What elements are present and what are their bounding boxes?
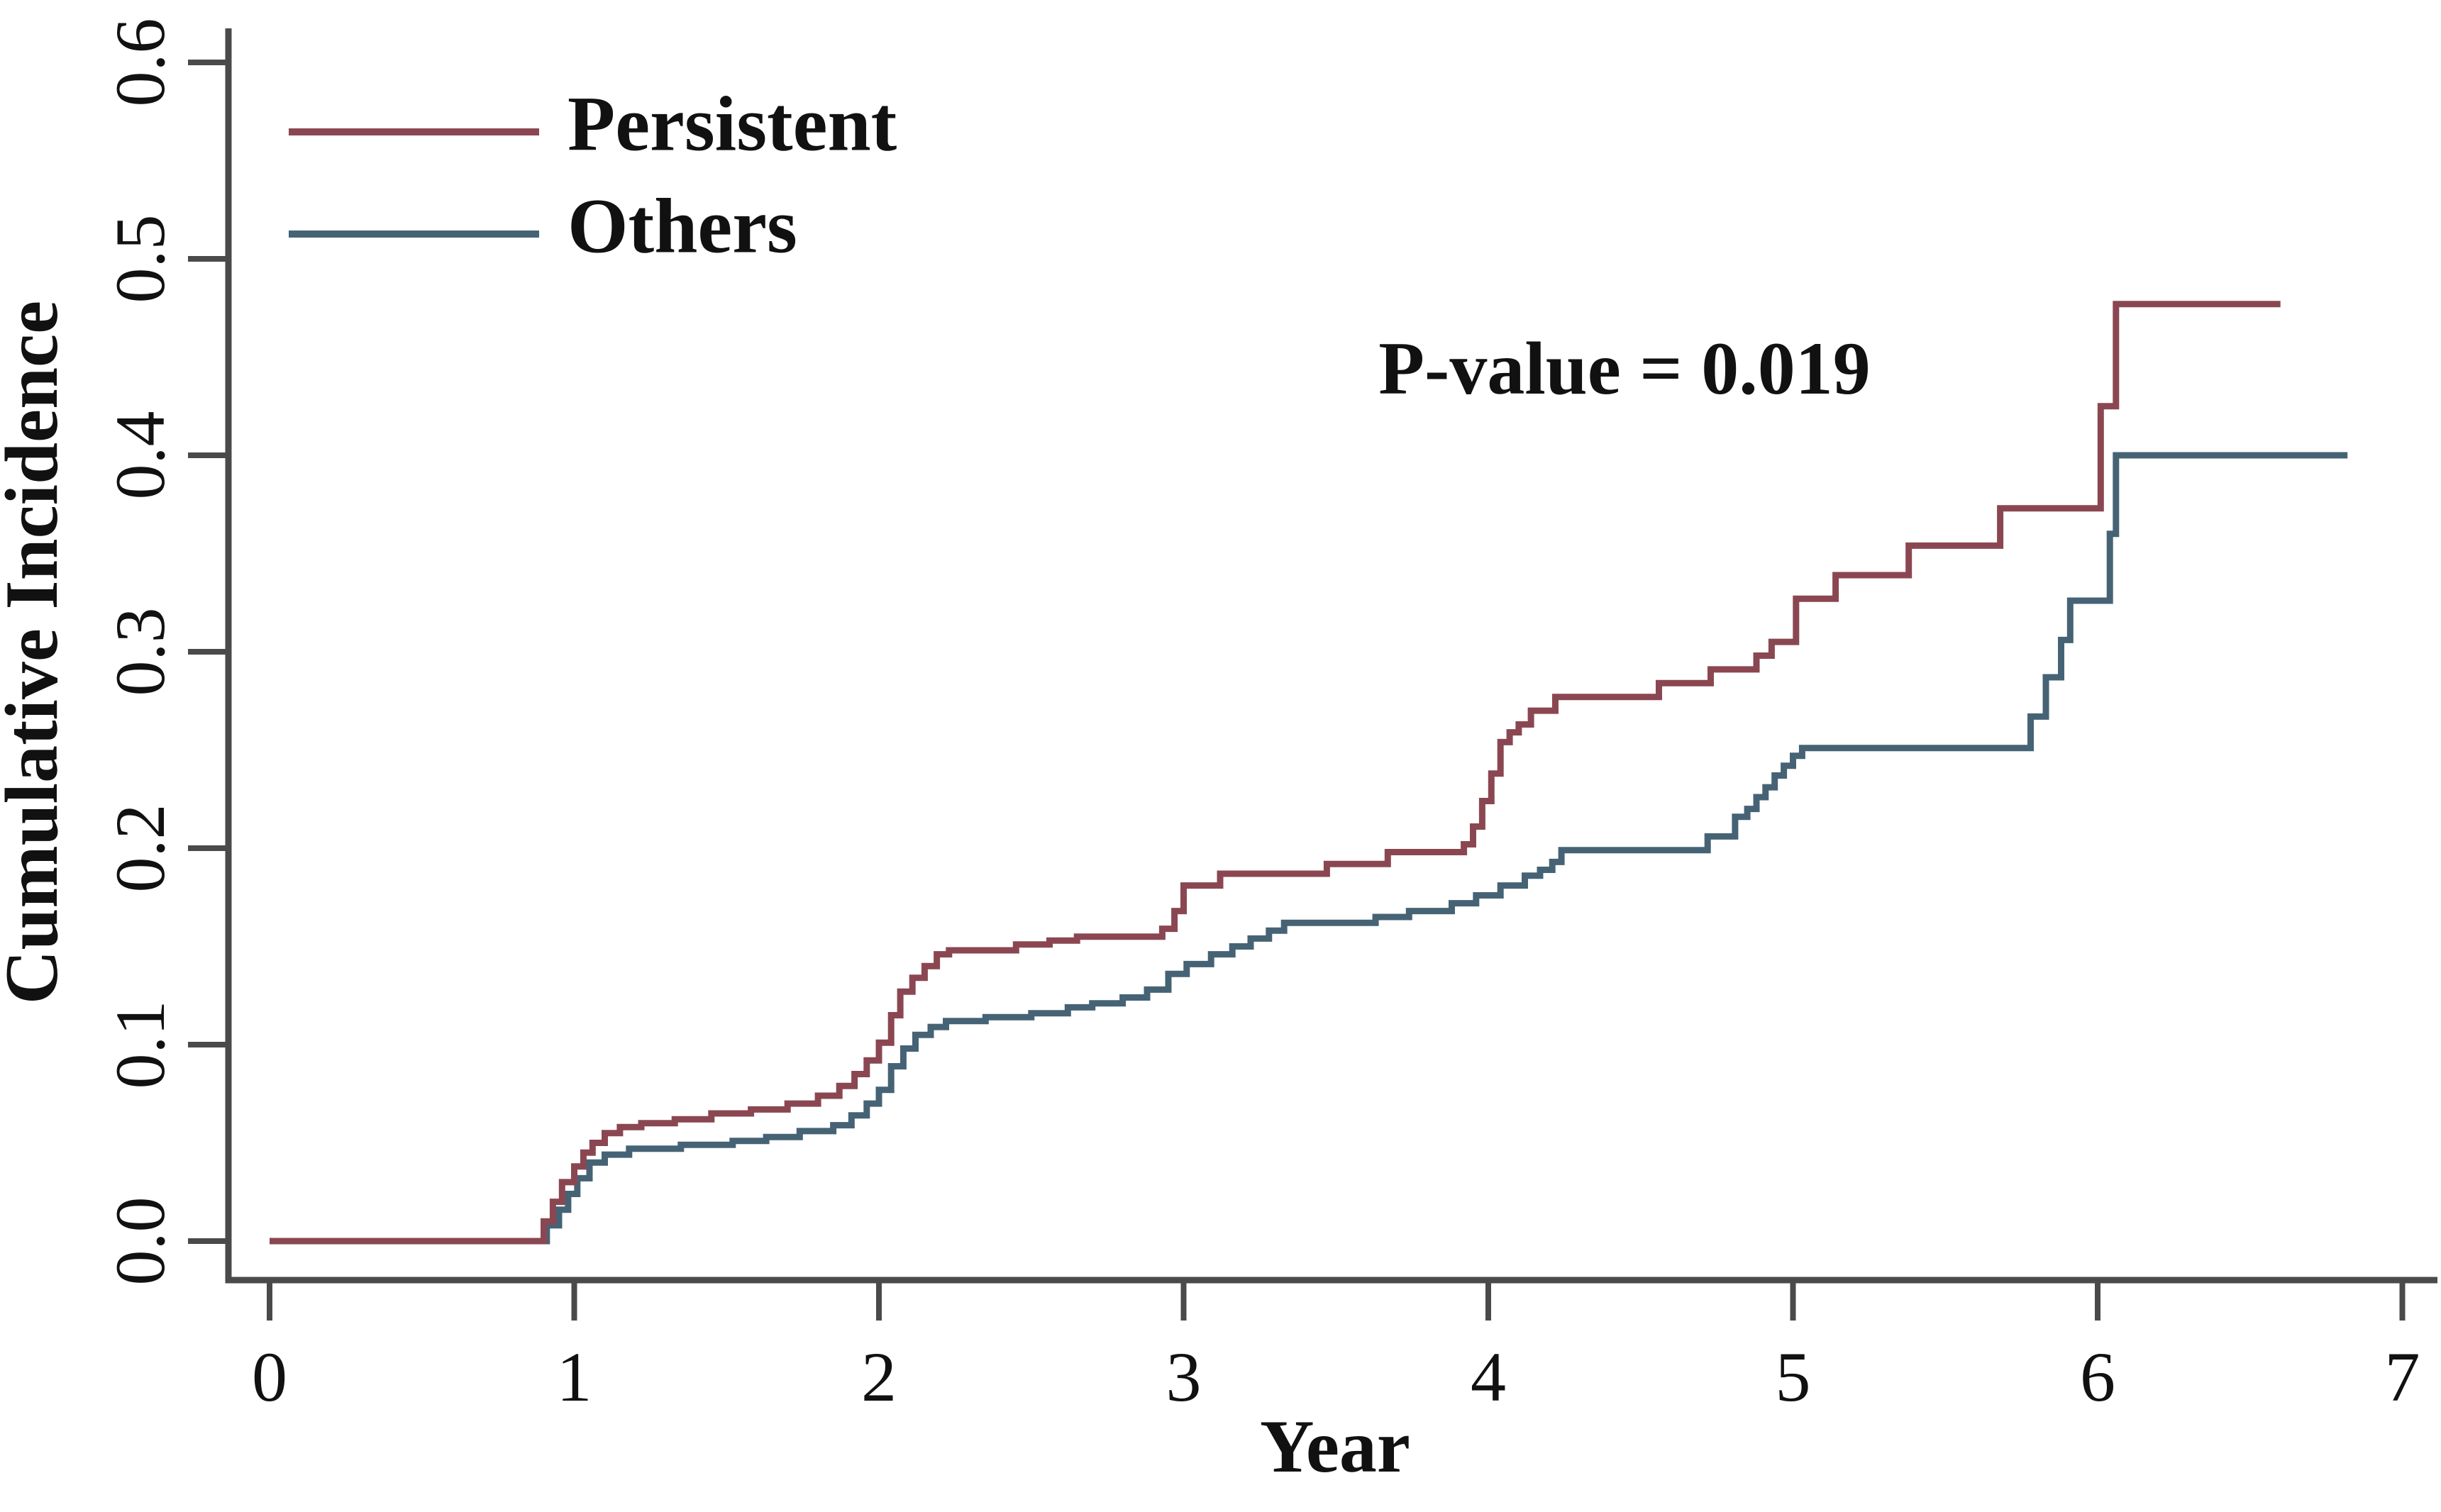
legend-persistent-label: Persistent [568,80,897,167]
y-tick-label: 0.1 [101,1001,179,1089]
x-tick-label: 5 [1776,1338,1811,1416]
x-tick-label: 6 [2080,1338,2115,1416]
x-tick-label: 2 [861,1338,897,1416]
others-curve [270,452,2348,1245]
y-tick-label: 0.2 [101,804,179,893]
persistent-curve [270,301,2281,1245]
x-tick-label: 7 [2385,1338,2420,1416]
y-tick-label: 0.6 [101,18,179,107]
y-tick-label: 0.5 [101,215,179,304]
y-tick-label: 0.0 [101,1197,179,1286]
x-tick-label: 0 [252,1338,287,1416]
y-tick-label: 0.3 [101,608,179,696]
y-axis-title: Cumulative Incidence [0,301,73,1004]
x-tick-label: 3 [1166,1338,1202,1416]
x-axis-title: Year [1260,1405,1410,1488]
x-tick-label: 4 [1471,1338,1506,1416]
y-tick-label: 0.4 [101,411,179,500]
legend-others-label: Others [568,182,797,269]
p-value-annotation: P-value = 0.019 [1378,327,1870,410]
x-tick-label: 1 [557,1338,592,1416]
